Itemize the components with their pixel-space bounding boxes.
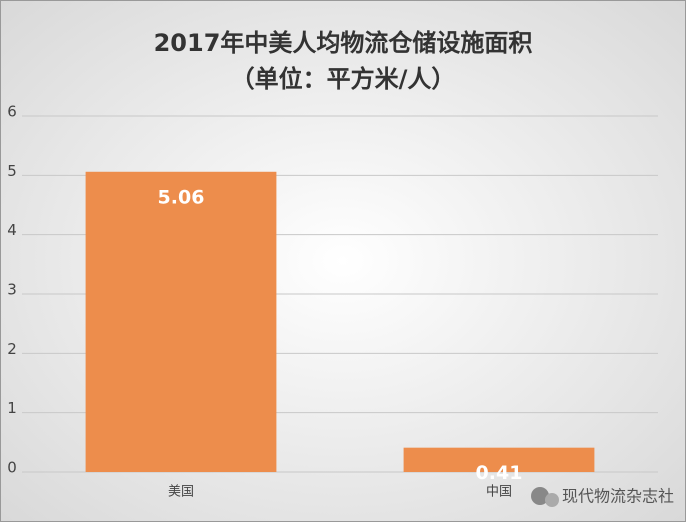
value-label: 0.41 <box>476 462 523 484</box>
value-label: 5.06 <box>158 186 205 208</box>
y-tick-label: 2 <box>7 340 17 358</box>
x-tick-label: 美国 <box>168 485 194 500</box>
x-tick-label: 中国 <box>486 485 512 500</box>
y-tick-label: 6 <box>7 103 17 121</box>
chart-title: 2017年中美人均物流仓储设施面积 <box>154 29 533 57</box>
y-tick-label: 3 <box>7 281 17 299</box>
y-tick-label: 0 <box>7 459 17 477</box>
y-tick-label: 4 <box>7 221 17 239</box>
y-tick-label: 5 <box>7 162 17 180</box>
bar <box>403 447 595 472</box>
y-tick-label: 1 <box>7 399 17 417</box>
watermark-icon <box>531 487 559 507</box>
chart-subtitle: （单位：平方米/人） <box>231 65 456 93</box>
watermark: 现代物流杂志社 <box>562 487 674 506</box>
bar <box>85 171 277 473</box>
